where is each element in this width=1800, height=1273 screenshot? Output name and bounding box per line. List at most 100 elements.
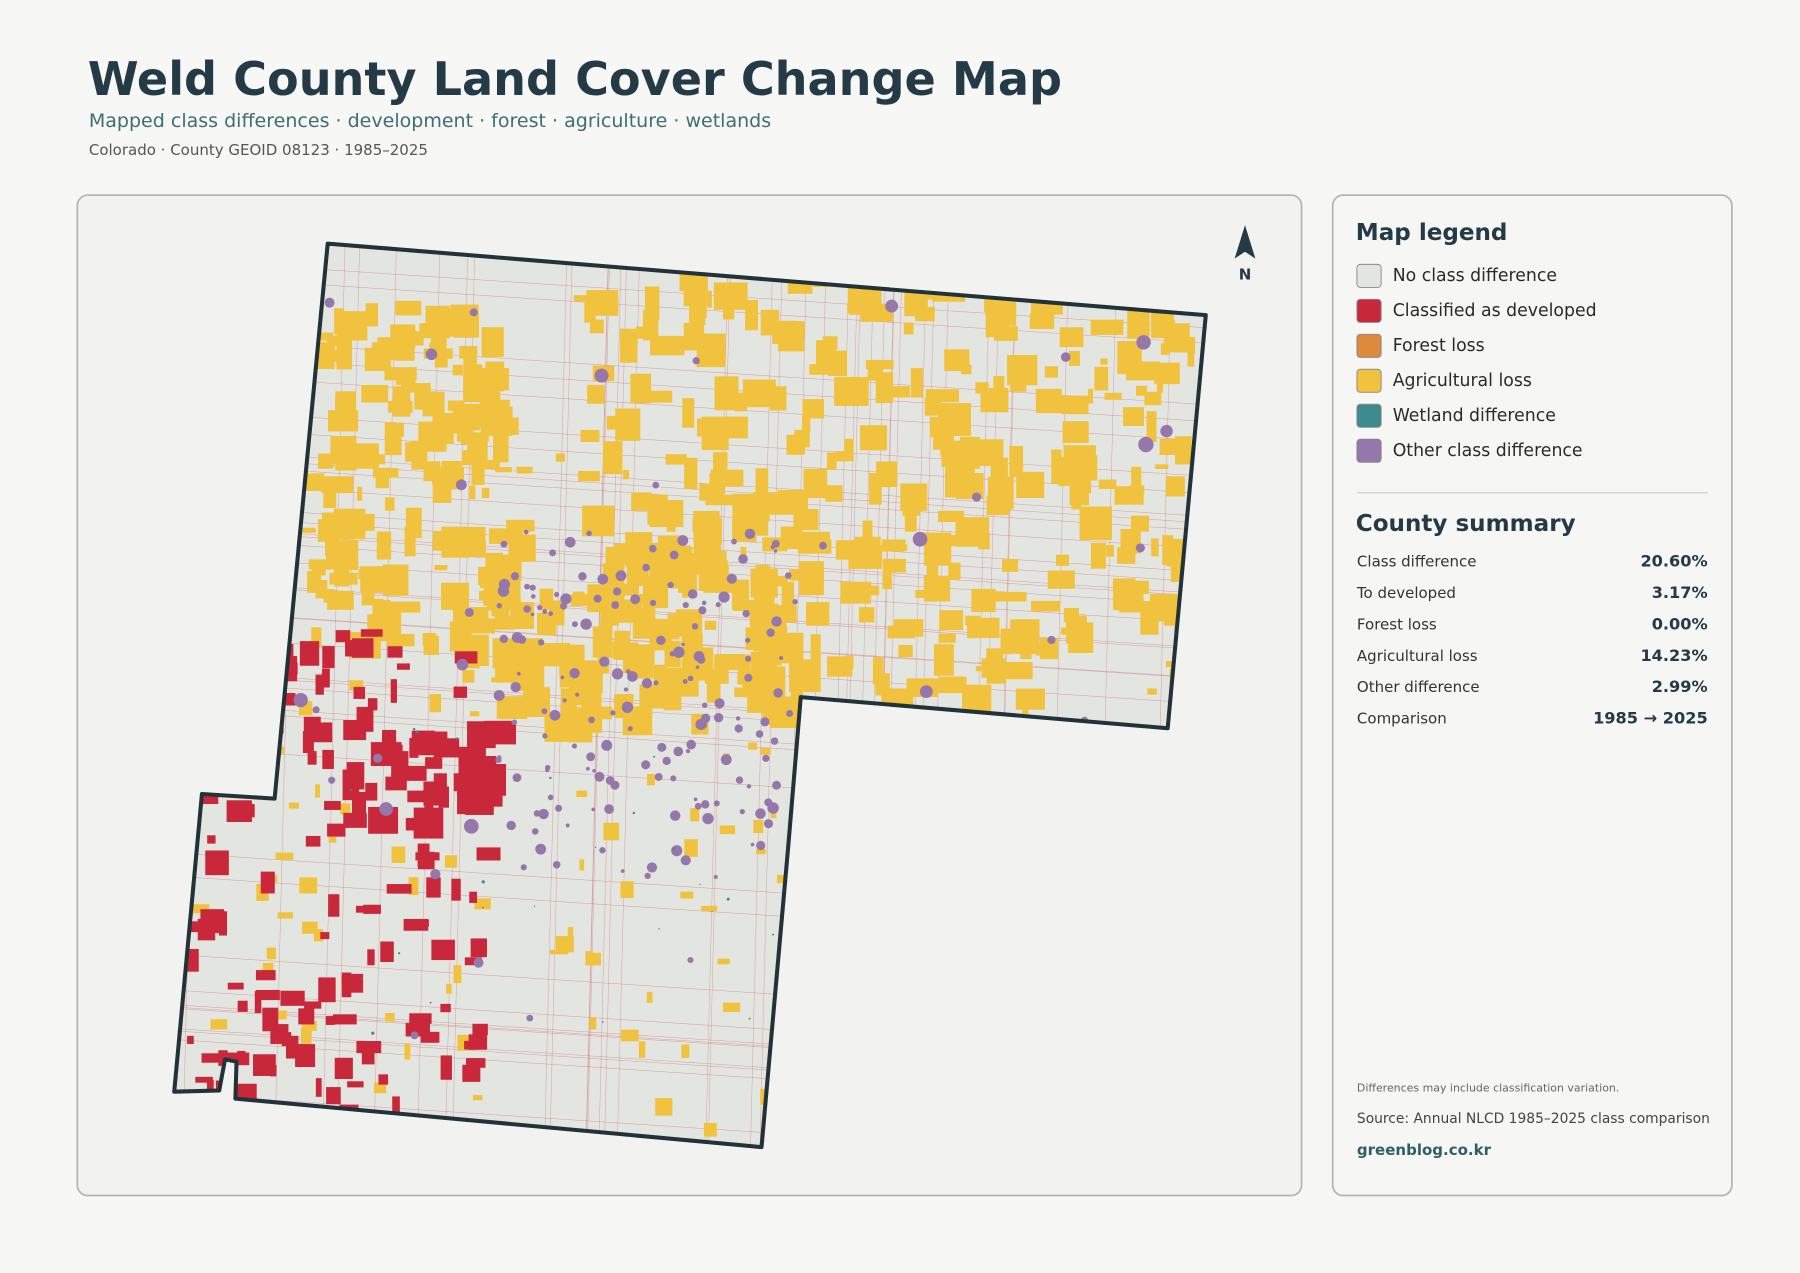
- patch: [681, 633, 703, 657]
- patch: [601, 1021, 604, 1023]
- patch: [627, 671, 638, 682]
- patch: [590, 319, 604, 334]
- patch: [305, 835, 321, 847]
- patch: [881, 539, 906, 552]
- patch: [367, 949, 375, 966]
- legend-label: No class difference: [1393, 266, 1557, 286]
- patch: [1031, 600, 1061, 612]
- patch: [379, 802, 393, 816]
- patch: [627, 726, 633, 732]
- patch: [547, 794, 554, 801]
- patch: [384, 367, 417, 381]
- patch: [1020, 650, 1032, 660]
- patch: [1058, 457, 1083, 487]
- patch: [512, 773, 522, 783]
- patch: [1090, 319, 1124, 335]
- road: [598, 243, 622, 1148]
- patch: [770, 545, 775, 550]
- patch: [702, 813, 714, 825]
- patch: [1060, 627, 1077, 635]
- patch: [334, 1057, 353, 1080]
- patch: [1047, 570, 1075, 589]
- patch: [333, 1014, 357, 1025]
- patch: [687, 956, 694, 964]
- patch: [227, 982, 244, 990]
- patch: [380, 941, 394, 962]
- patch: [349, 680, 364, 691]
- patch: [322, 646, 335, 669]
- patch: [1051, 449, 1062, 484]
- legend-label: Other class difference: [1393, 441, 1583, 461]
- patch: [593, 594, 602, 603]
- patch: [555, 804, 563, 812]
- patch: [585, 766, 590, 771]
- patch: [235, 1083, 257, 1100]
- patch: [378, 1074, 389, 1085]
- patch: [780, 526, 803, 550]
- patch: [588, 716, 595, 724]
- patch: [713, 800, 720, 807]
- patch: [680, 891, 694, 899]
- patch: [648, 544, 657, 553]
- patch: [779, 655, 784, 661]
- patch: [580, 429, 600, 442]
- patch: [351, 791, 367, 823]
- legend-swatch: [1356, 403, 1382, 428]
- patch: [567, 708, 593, 743]
- patch: [902, 503, 921, 516]
- patch: [526, 1014, 534, 1022]
- patch: [603, 441, 623, 475]
- patch: [746, 784, 752, 789]
- patch: [699, 483, 717, 501]
- patch: [422, 632, 437, 646]
- patch: [594, 368, 609, 383]
- patch: [311, 627, 322, 648]
- patch: [756, 840, 766, 851]
- patch: [735, 392, 748, 412]
- patch: [457, 790, 473, 815]
- patch: [682, 398, 695, 428]
- legend-swatch: [1356, 438, 1382, 463]
- patch: [981, 658, 1007, 678]
- patch: [412, 727, 416, 731]
- patch: [207, 835, 216, 844]
- patch: [410, 1031, 419, 1040]
- patch: [253, 1054, 276, 1076]
- patch: [453, 686, 468, 698]
- patch: [326, 1087, 341, 1105]
- summary-label: Other difference: [1357, 678, 1480, 696]
- patch: [713, 874, 718, 879]
- patch: [187, 1035, 194, 1044]
- patch: [834, 376, 869, 407]
- patch: [433, 773, 447, 789]
- patch: [1035, 649, 1050, 656]
- patch: [411, 440, 428, 470]
- patch: [401, 383, 431, 393]
- patch: [376, 531, 392, 560]
- patch: [396, 663, 410, 670]
- summary-value: 14.23%: [1640, 646, 1707, 665]
- patch: [275, 852, 294, 860]
- road: [174, 461, 1206, 532]
- patch: [404, 526, 416, 557]
- patch: [1035, 388, 1062, 414]
- patch: [993, 375, 1005, 404]
- patch: [745, 637, 751, 643]
- patch: [315, 342, 335, 370]
- patch: [237, 1000, 248, 1012]
- patch: [360, 629, 383, 637]
- county-boundary: [172, 241, 1208, 1150]
- patch: [687, 675, 694, 682]
- patch: [671, 845, 683, 857]
- patch: [750, 842, 755, 847]
- patch: [835, 451, 847, 462]
- patch: [625, 669, 631, 675]
- patch: [713, 712, 724, 723]
- caveat: Differences may include classification v…: [1357, 1082, 1619, 1095]
- road: [174, 274, 1206, 344]
- patch: [542, 733, 548, 739]
- patch: [469, 485, 476, 500]
- patch: [695, 718, 707, 731]
- patch: [538, 808, 549, 820]
- patch: [516, 671, 521, 676]
